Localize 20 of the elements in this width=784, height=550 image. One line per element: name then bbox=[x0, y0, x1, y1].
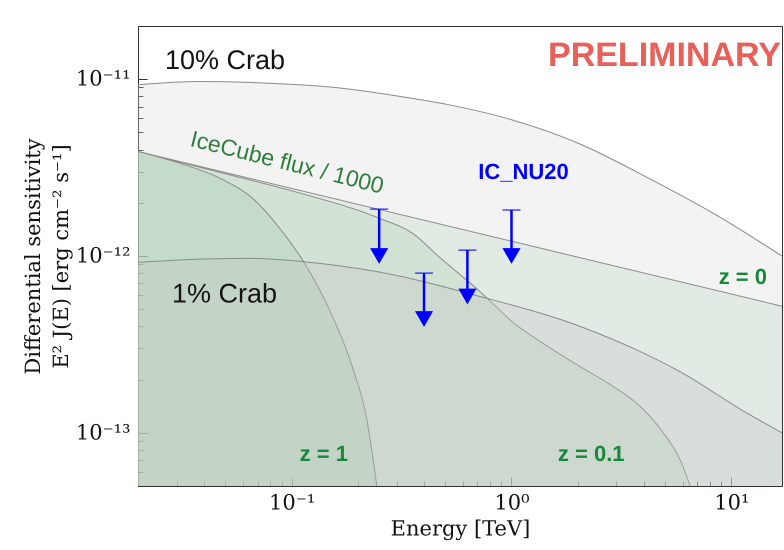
point bbox=[502, 248, 521, 264]
text: IC_NU20 bbox=[478, 159, 569, 184]
x-axis-title: Energy [TeV] bbox=[390, 516, 530, 540]
series-label: z = 0.1 bbox=[558, 441, 625, 466]
x-tick-label: 10⁰ bbox=[494, 490, 530, 514]
y-axis-title: Differential sensitivity E² J(E) [erg cm⁻² s⁻¹] bbox=[20, 138, 73, 375]
y-tick-label: 10⁻¹¹ bbox=[76, 66, 130, 91]
y-tick-label: 10⁻¹² bbox=[76, 244, 130, 268]
x-tick-label: 10¹ bbox=[714, 490, 750, 514]
annotation: PRELIMINARY bbox=[548, 36, 782, 74]
series-label: z = 0 bbox=[718, 264, 767, 290]
y-tick-label: 10⁻¹³ bbox=[76, 420, 130, 444]
point bbox=[414, 311, 434, 327]
point bbox=[458, 288, 476, 304]
series-label: 10% Crab bbox=[165, 44, 286, 75]
x-tick-label: 10⁻¹ bbox=[269, 490, 316, 514]
annotation: IceCube flux / 1000 bbox=[188, 125, 387, 199]
point bbox=[370, 248, 388, 264]
series-label: z = 1 bbox=[300, 441, 348, 466]
series-label: 1% Crab bbox=[172, 278, 278, 308]
